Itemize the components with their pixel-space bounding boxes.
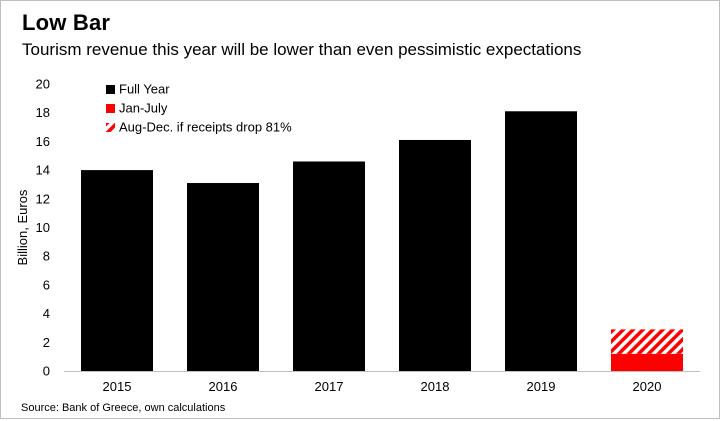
- chart-subtitle: Tourism revenue this year will be lower …: [22, 40, 582, 59]
- y-tick-label: 14: [36, 163, 50, 178]
- legend-jan-july-swatch: [106, 104, 115, 113]
- y-tick-label: 10: [36, 220, 50, 235]
- bar-full-year: [187, 183, 259, 371]
- legend-jan-july-label: Jan-July: [119, 101, 168, 116]
- x-tick-label: 2017: [315, 379, 344, 394]
- y-tick-label: 6: [43, 277, 50, 292]
- legend-aug-dec-label: Aug-Dec. if receipts drop 81%: [119, 120, 292, 135]
- legend-aug-dec-swatch: [106, 123, 115, 132]
- y-tick-label: 8: [43, 249, 50, 264]
- x-tick-label: 2019: [527, 379, 556, 394]
- y-tick-label: 18: [36, 105, 50, 120]
- y-tick-label: 4: [43, 306, 50, 321]
- y-tick-label: 16: [36, 134, 50, 149]
- bar-full-year: [81, 170, 153, 371]
- bar-full-year: [293, 161, 365, 371]
- legend: Full Year Jan-July Aug-Dec. if receipts dr…: [106, 82, 292, 135]
- bars: [81, 111, 683, 371]
- y-tick-label: 12: [36, 191, 50, 206]
- y-tick-label: 0: [43, 364, 50, 379]
- bar-full-year: [505, 111, 577, 371]
- y-axis-title: Billion, Euros: [15, 189, 30, 265]
- x-tick-label: 2015: [103, 379, 132, 394]
- y-tick-label: 20: [36, 77, 50, 92]
- x-tick-label: 2020: [633, 379, 662, 394]
- x-tick-label: 2018: [421, 379, 450, 394]
- y-tick-label: 2: [43, 335, 50, 350]
- bar-jan-july: [611, 353, 683, 371]
- x-tick-label: 2016: [209, 379, 238, 394]
- legend-full-year-label: Full Year: [119, 82, 170, 97]
- y-axis: 0 2 4 6 8 10 12 14 16 18 20 Billion, Euros: [15, 77, 50, 379]
- bar-full-year: [399, 139, 471, 371]
- legend-full-year-swatch: [106, 85, 115, 94]
- source-note: Source: Bank of Greece, own calculations: [21, 402, 226, 414]
- chart-title: Low Bar: [22, 10, 111, 35]
- x-axis: 2015 2016 2017 2018 2019 2020: [64, 371, 700, 394]
- bar-aug-dec: [611, 329, 683, 354]
